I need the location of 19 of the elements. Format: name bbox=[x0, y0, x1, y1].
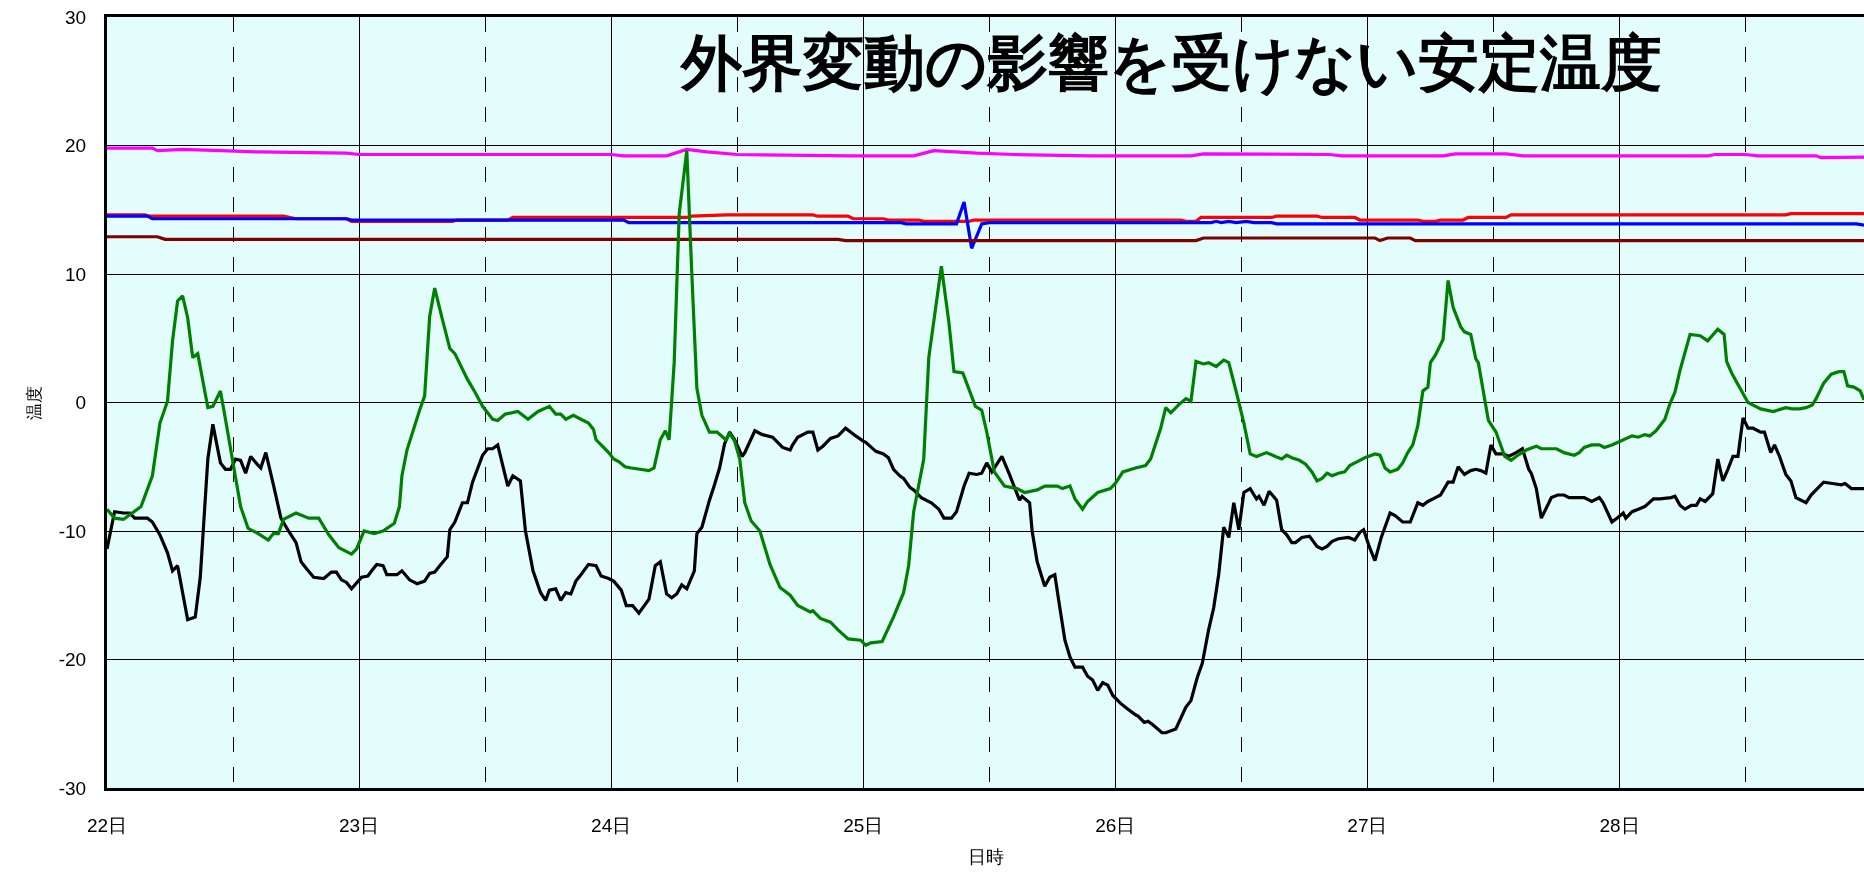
line-series bbox=[107, 146, 1864, 160]
x-tick-label: 22日 bbox=[86, 814, 128, 836]
y-tick-label: 10 bbox=[65, 263, 87, 285]
y-tick-label: 30 bbox=[65, 6, 87, 28]
x-axis-title: 日時 bbox=[967, 845, 1004, 867]
y-tick-label: 0 bbox=[75, 392, 87, 414]
x-tick-label: 27日 bbox=[1347, 814, 1388, 836]
x-tick-label: 26日 bbox=[1095, 814, 1136, 836]
line-series bbox=[107, 200, 1864, 250]
y-tick-label: -20 bbox=[58, 649, 87, 671]
x-tick-label: 24日 bbox=[591, 814, 632, 836]
y-axis-title: 温度 bbox=[24, 385, 45, 420]
x-tick-label: 23日 bbox=[339, 814, 380, 836]
line-series bbox=[107, 149, 1864, 647]
y-tick-label: -30 bbox=[58, 777, 87, 799]
x-tick-label: 28日 bbox=[1599, 814, 1640, 836]
x-tick-label: 25日 bbox=[843, 814, 884, 836]
y-tick-label: 20 bbox=[65, 135, 87, 157]
y-tick-label: -10 bbox=[58, 520, 87, 542]
